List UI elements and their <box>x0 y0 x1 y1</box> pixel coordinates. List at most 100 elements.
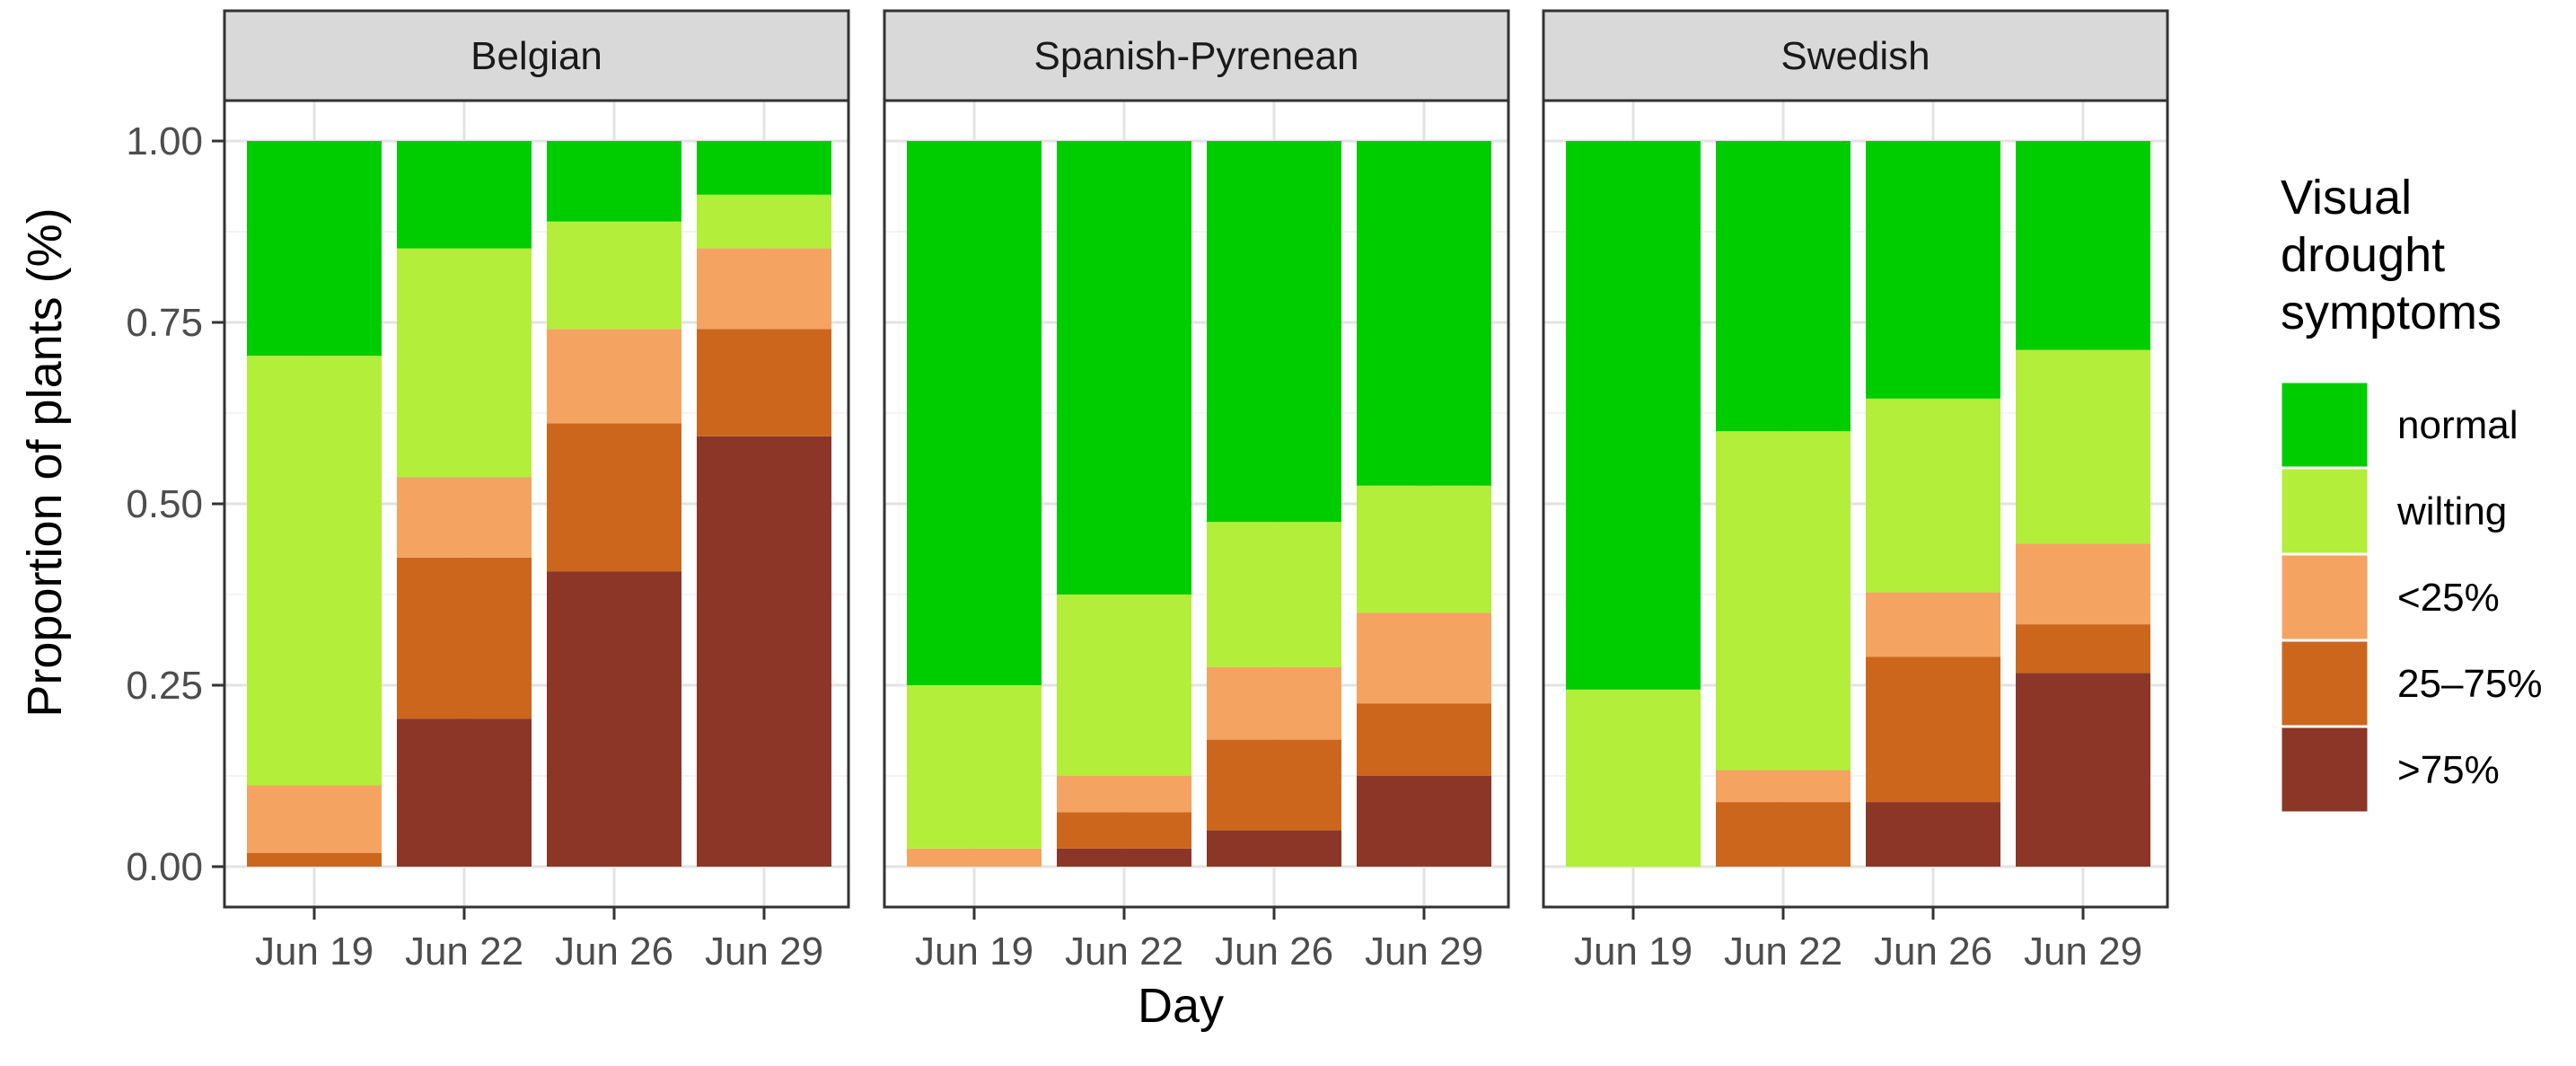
bar-segment <box>2016 141 2150 350</box>
bar-segment <box>1866 592 2000 657</box>
x-tick-label: Jun 22 <box>1724 929 1842 973</box>
bar-segment <box>1716 802 1851 867</box>
bars <box>247 141 831 867</box>
legend-label: 25–75% <box>2397 662 2542 706</box>
bar-segment <box>907 848 1042 867</box>
bar-segment <box>1057 595 1191 776</box>
y-tick-label: 0.00 <box>126 845 203 889</box>
bar-segment <box>697 141 831 195</box>
bar-segment <box>1566 141 1701 690</box>
bar-segment <box>1357 141 1491 486</box>
bar-segment <box>907 141 1042 685</box>
bar-segment <box>697 436 831 867</box>
bar-segment <box>1207 141 1341 523</box>
legend-title-line: Visual <box>2281 171 2412 225</box>
facet-swedish: Swedish Jun 19 Jun 22 Jun 26 Jun 29 <box>1542 9 2169 973</box>
y-tick-label: 0.50 <box>126 482 203 526</box>
y-tick-label: 0.75 <box>126 301 203 345</box>
legend-label: <25% <box>2397 576 2500 620</box>
bar-segment <box>547 141 681 222</box>
x-tick-label: Jun 29 <box>1365 929 1483 973</box>
bar-segment <box>1357 776 1491 867</box>
panel-border <box>883 99 1510 909</box>
bar-segment <box>1057 141 1191 595</box>
facet-strip <box>1542 9 2169 102</box>
bar-segment <box>547 329 681 424</box>
bar-segment <box>2016 673 2150 867</box>
bar-segment <box>907 685 1042 849</box>
bar-segment <box>247 785 382 853</box>
legend-key <box>2279 639 2370 728</box>
bar-segment <box>2016 543 2150 625</box>
bar-segment <box>1207 522 1341 667</box>
facet-strip <box>883 9 1510 102</box>
bar-segment <box>397 141 532 249</box>
x-tick-label: Jun 22 <box>1065 929 1183 973</box>
bar-segment <box>1357 703 1491 776</box>
legend-key <box>2279 380 2370 470</box>
legend-title-line: symptoms <box>2281 286 2501 339</box>
x-tick-label: Jun 19 <box>1574 929 1692 973</box>
facet-strip-label: Spanish-Pyrenean <box>1033 34 1358 78</box>
x-tick-label: Jun 29 <box>705 929 823 973</box>
legend-title-line: drought <box>2281 228 2445 282</box>
bars <box>1566 141 2150 867</box>
facet-spanish-pyrenean: Spanish-Pyrenean Jun 19 Jun 22 Jun 26 Jun 29 <box>883 9 1510 973</box>
bar-segment <box>697 194 831 249</box>
bar-segment <box>2016 349 2150 544</box>
bar-segment <box>697 329 831 436</box>
bar-segment <box>2016 624 2150 674</box>
bar-segment <box>1057 776 1191 813</box>
bar-segment <box>1716 431 1851 771</box>
bar-segment <box>1866 141 2000 399</box>
x-tick-label: Jun 19 <box>915 929 1033 973</box>
legend-label: >75% <box>2397 748 2500 792</box>
x-tick-label: Jun 26 <box>1874 929 1992 973</box>
bar-segment <box>397 248 532 478</box>
facet-panels: Belgian Jun 19 Jun 22 Jun 26 Jun 29 0.00 0.25 0… <box>126 9 2169 973</box>
x-tick-label: Jun 22 <box>405 929 523 973</box>
legend-label: wilting <box>2396 489 2507 533</box>
bar-segment <box>1566 689 1701 867</box>
x-tick-label: Jun 29 <box>2024 929 2142 973</box>
y-tick-label: 0.25 <box>126 664 203 708</box>
facet-belgian: Belgian Jun 19 Jun 22 Jun 26 Jun 29 0.00 0.25 0… <box>126 9 850 973</box>
facet-strip-label: Swedish <box>1780 34 1930 78</box>
bar-segment <box>1866 656 2000 803</box>
bar-segment <box>697 248 831 330</box>
legend-key <box>2279 725 2370 815</box>
bar-segment <box>1207 739 1341 831</box>
legend-label: normal <box>2397 403 2519 447</box>
bar-segment <box>397 477 532 558</box>
bar-segment <box>397 718 532 867</box>
bar-segment <box>1866 802 2000 867</box>
bar-segment <box>547 571 681 867</box>
legend-key <box>2279 552 2370 642</box>
panel-border <box>1542 99 2169 909</box>
bar-segment <box>1207 830 1341 867</box>
bar-segment <box>397 557 532 719</box>
bar-segment <box>1207 666 1341 740</box>
bar-segment <box>1866 398 2000 593</box>
bar-segment <box>1057 848 1191 867</box>
y-axis-title: Proportion of plants (%) <box>18 207 72 717</box>
bar-segment <box>547 423 681 572</box>
bar-segment <box>1357 485 1491 613</box>
legend-key <box>2279 466 2370 556</box>
bar-segment <box>1357 612 1491 704</box>
x-axis-title: Day <box>1138 979 1224 1033</box>
bar-segment <box>1057 812 1191 849</box>
bar-segment <box>247 356 382 786</box>
bar-segment <box>1716 770 1851 803</box>
facet-strip-label: Belgian <box>470 34 602 78</box>
x-tick-label: Jun 19 <box>255 929 374 973</box>
x-tick-label: Jun 26 <box>555 929 673 973</box>
bar-segment <box>547 221 681 330</box>
bar-segment <box>247 141 382 357</box>
bar-segment <box>247 852 382 867</box>
y-tick-label: 1.00 <box>126 119 203 163</box>
x-tick-label: Jun 26 <box>1215 929 1333 973</box>
bar-segment <box>1716 141 1851 432</box>
